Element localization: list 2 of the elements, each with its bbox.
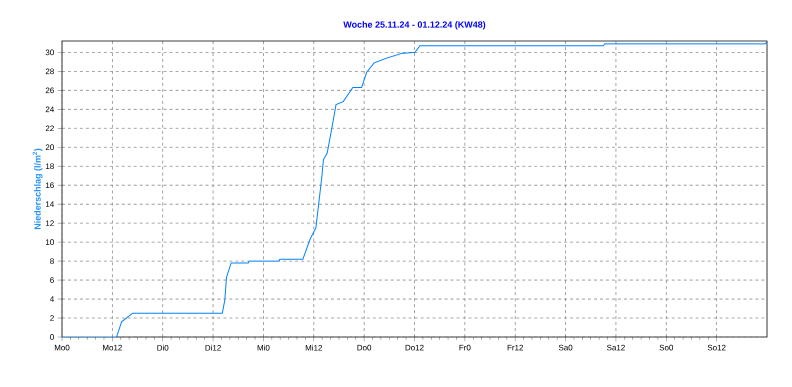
chart-title: Woche 25.11.24 - 01.12.24 (KW48) xyxy=(343,21,486,30)
y-axis-title: Niederschlag (l/m$^{2}$) xyxy=(32,148,43,230)
